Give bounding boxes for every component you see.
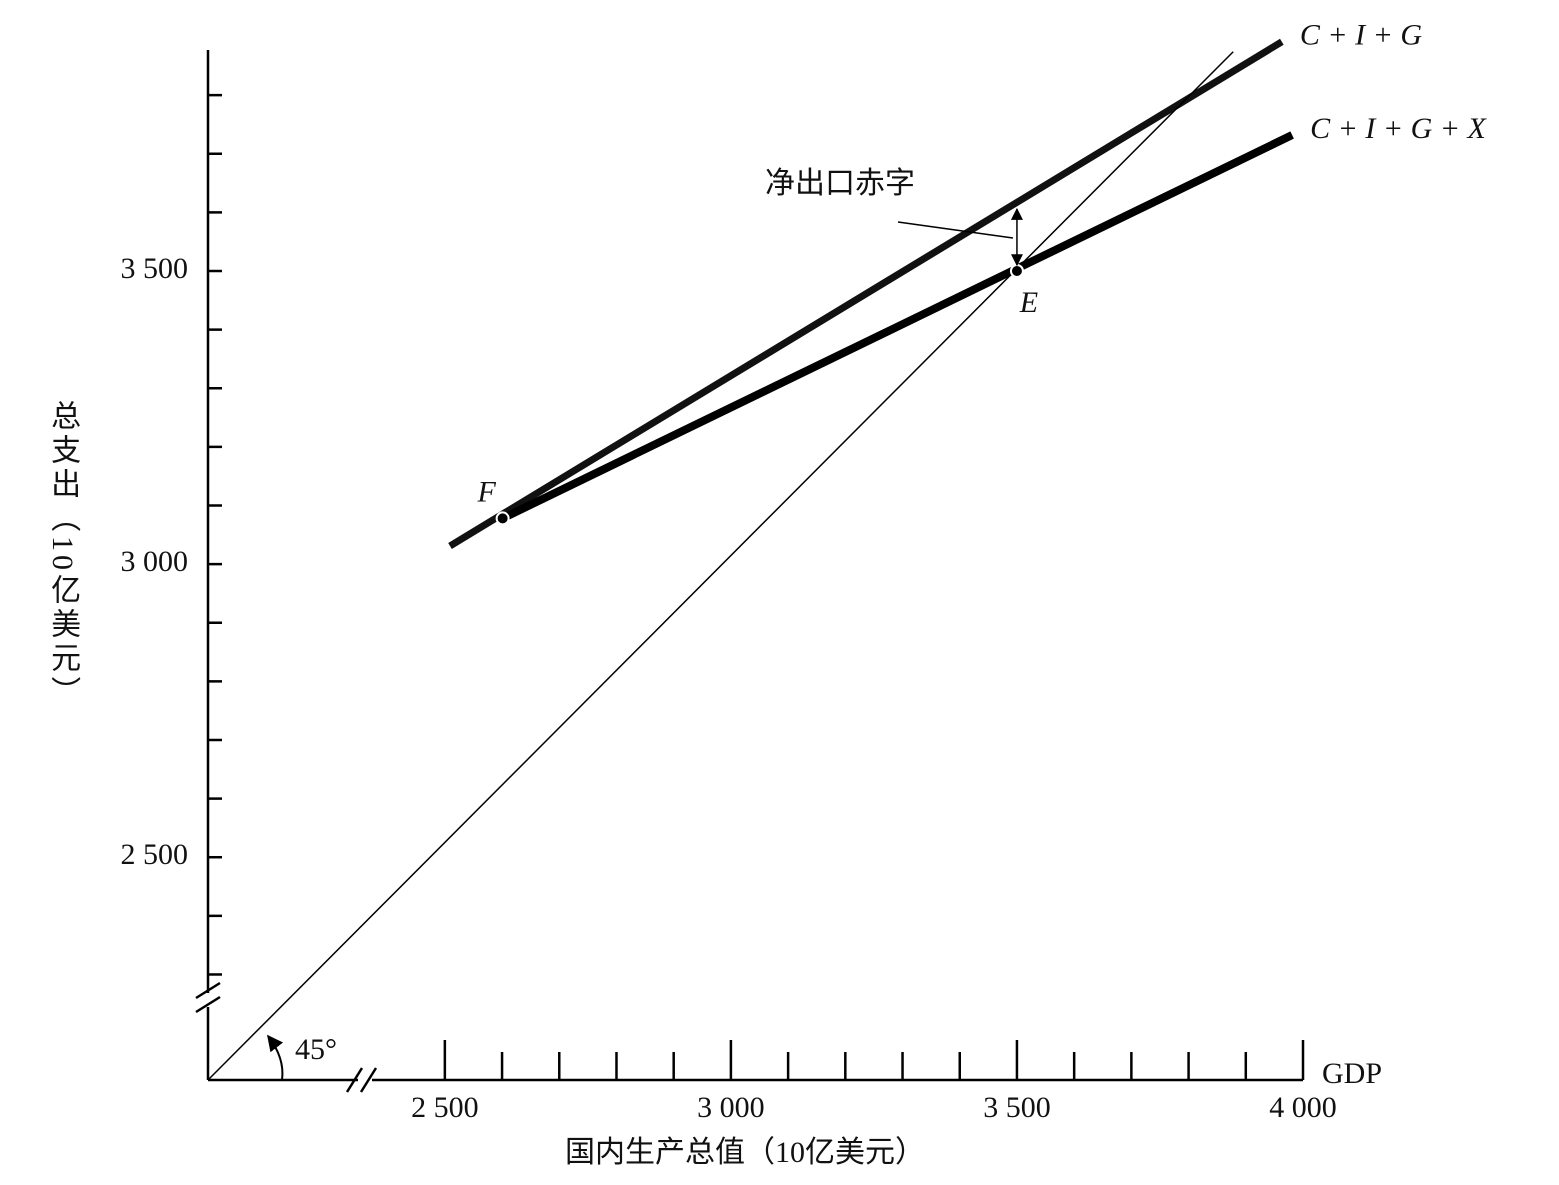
point-label: E — [1019, 286, 1038, 319]
x-tick-label: 3 500 — [983, 1091, 1051, 1124]
y-tick-label: 3 500 — [121, 252, 189, 285]
axis-break — [195, 995, 221, 1014]
point-label: F — [476, 475, 496, 508]
y-tick-label: 3 000 — [121, 545, 189, 578]
x-axis-label: 国内生产总值（10亿美元） — [565, 1136, 925, 1169]
x-tick-label: 4 000 — [1269, 1091, 1337, 1124]
point — [1009, 264, 1024, 279]
series-label: C + I + G + X — [1310, 112, 1487, 145]
x-tick-label: 2 500 — [411, 1091, 479, 1124]
y-axis-label: 总支出（10亿美元） — [46, 400, 81, 710]
axis-break — [359, 1067, 378, 1093]
axis-break — [195, 981, 221, 1000]
x-axis-name: GDP — [1322, 1057, 1382, 1090]
annotation-label: 净出口赤字 — [765, 167, 915, 200]
annotation-leader — [897, 221, 1014, 239]
axis-break — [345, 1067, 364, 1093]
line — [448, 38, 1284, 549]
line — [500, 131, 1294, 522]
angle-label: 45° — [295, 1033, 337, 1066]
axes — [195, 50, 1303, 1093]
line — [207, 51, 1234, 1081]
x-tick-label: 3 000 — [697, 1091, 765, 1124]
y-tick-label: 2 500 — [121, 838, 189, 871]
point — [495, 511, 510, 526]
series-label: C + I + G — [1300, 19, 1422, 52]
angle-arrow — [267, 1034, 284, 1081]
